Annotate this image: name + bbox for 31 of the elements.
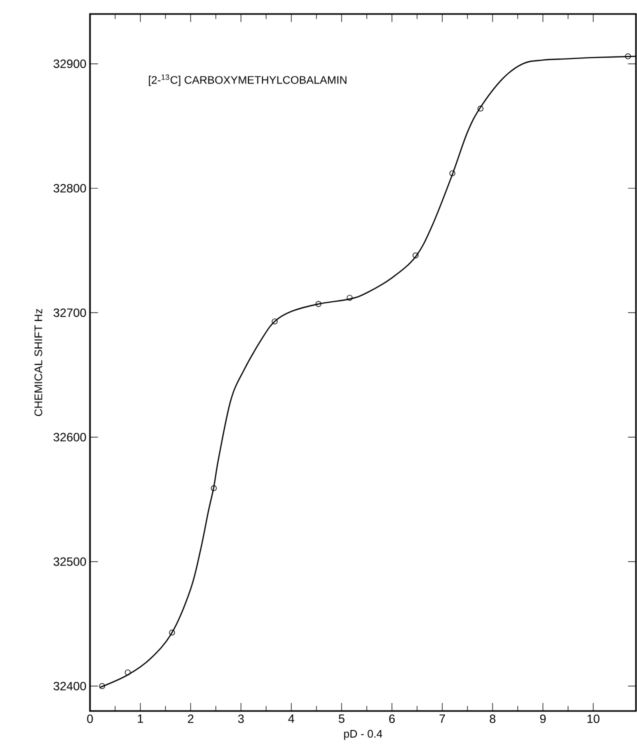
y-tick-label: 32700 bbox=[54, 308, 86, 317]
x-tick-label: 4 bbox=[288, 714, 294, 723]
point bbox=[272, 318, 278, 324]
x-tick-label: 9 bbox=[540, 714, 546, 724]
y-axis-title: CHEMICAL SHIFT Hz bbox=[34, 308, 42, 416]
point bbox=[124, 669, 131, 676]
y-tick-label: 32600 bbox=[54, 432, 86, 442]
x-tick-label: 2 bbox=[188, 714, 194, 723]
x-tick-label: 7 bbox=[440, 714, 446, 723]
x-tick-label: 5 bbox=[338, 714, 345, 723]
y-tick-label: 32400 bbox=[54, 682, 86, 690]
point bbox=[210, 485, 217, 492]
point bbox=[99, 683, 106, 690]
x-tick-label: 1 bbox=[138, 714, 144, 723]
y-tick-label: 32500 bbox=[54, 557, 86, 566]
annotation: [2-$^{13}$C] CARBOXYMETHYLCOBALAMIN bbox=[149, 74, 346, 86]
y-tick-label: 32900 bbox=[54, 60, 86, 68]
y-tick-label: 32800 bbox=[54, 184, 86, 192]
point bbox=[478, 106, 484, 112]
point bbox=[449, 170, 456, 176]
point bbox=[316, 301, 322, 307]
x-tick-label: 10 bbox=[588, 714, 600, 724]
x-tick-label: 3 bbox=[238, 714, 244, 724]
x-tick-label: 0 bbox=[87, 714, 93, 724]
x-tick-label: 8 bbox=[490, 714, 496, 724]
x-axis-title: pD - 0.4 bbox=[344, 730, 382, 740]
point bbox=[346, 294, 353, 301]
point bbox=[412, 252, 419, 258]
point bbox=[625, 53, 631, 60]
point bbox=[169, 630, 176, 636]
x-tick-label: 6 bbox=[389, 714, 395, 724]
